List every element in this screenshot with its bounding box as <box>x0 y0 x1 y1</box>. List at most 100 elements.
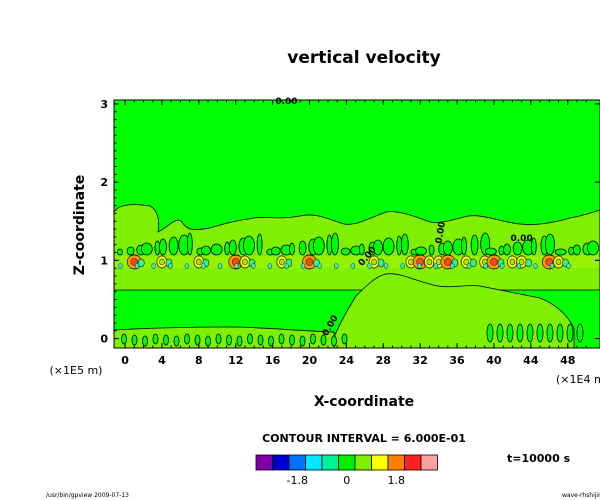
plume-finger <box>168 236 179 256</box>
downdraft-core <box>472 260 475 265</box>
small-downdraft <box>134 263 140 269</box>
bottom-droplet <box>205 335 211 347</box>
small-downdraft <box>300 263 306 269</box>
small-downdraft <box>284 263 289 269</box>
small-downdraft <box>251 263 256 269</box>
chart-title: vertical velocity <box>287 48 440 68</box>
updraft-core <box>518 258 525 266</box>
x-unit-label: (×1E4 m) <box>556 373 600 386</box>
bottom-droplet <box>163 334 169 346</box>
bottom-droplet <box>566 323 574 343</box>
colorbar-swatch <box>288 454 306 471</box>
small-downdraft <box>151 263 156 269</box>
bottom-droplet <box>173 335 180 347</box>
colorbar-swatch <box>371 454 389 471</box>
colorbar-swatch <box>255 454 273 471</box>
bottom-droplet <box>516 323 524 343</box>
small-downdraft <box>334 263 339 269</box>
small-downdraft <box>217 263 223 269</box>
plume-finger <box>256 233 263 256</box>
y-axis-label: Z-coordinate <box>72 175 88 276</box>
bottom-droplet <box>278 333 285 345</box>
bottom-droplet <box>152 333 159 345</box>
downdraft-core <box>287 260 291 265</box>
plume-finger <box>228 239 237 256</box>
bottom-droplet <box>546 323 554 343</box>
plume-finger <box>270 246 281 256</box>
small-downdraft <box>483 263 488 269</box>
downdraft-core <box>204 260 208 265</box>
bottom-droplet <box>526 323 534 343</box>
bottom-droplet <box>184 333 190 345</box>
updraft-core <box>555 258 562 266</box>
bottom-droplet <box>257 334 264 346</box>
colorbar-swatch <box>354 454 372 471</box>
bottom-droplet <box>142 335 148 347</box>
plume-finger <box>530 237 537 256</box>
colorbar: -1.8 0 1.8 <box>255 454 438 487</box>
bottom-droplet <box>506 323 514 343</box>
small-downdraft <box>499 263 505 269</box>
small-downdraft <box>118 263 123 269</box>
plume-finger <box>484 247 497 256</box>
small-downdraft <box>367 263 372 269</box>
small-downdraft <box>450 263 455 269</box>
bottom-droplet <box>226 334 232 346</box>
bottom-droplet <box>121 333 127 345</box>
plume-finger <box>289 242 295 256</box>
x-tick-label: 0 <box>121 354 129 367</box>
updraft-core <box>444 258 452 266</box>
updraft-core <box>463 258 470 266</box>
updraft-core <box>509 258 516 266</box>
downdraft-core <box>379 260 383 265</box>
colorbar-tick-label: 1.8 <box>388 474 406 487</box>
bottom-droplet <box>320 334 327 346</box>
downdraft-core <box>140 260 143 265</box>
bottom-droplet <box>299 335 306 347</box>
colorbar-tick-label: -1.8 <box>287 474 308 487</box>
updraft-core <box>159 258 165 266</box>
plume-finger <box>210 243 223 256</box>
plume-finger <box>186 232 193 256</box>
x-tick-label: 20 <box>302 354 318 367</box>
plume-finger <box>554 248 567 256</box>
colorbar-swatch <box>321 454 339 471</box>
footer-left: /usr/bin/gpview 2009-07-13 <box>46 492 129 499</box>
small-downdraft <box>267 263 273 269</box>
plume-finger <box>572 244 581 256</box>
plume-finger <box>461 236 467 256</box>
bottom-droplet <box>536 323 544 343</box>
plume-finger <box>140 242 153 256</box>
small-downdraft <box>516 263 522 269</box>
contour-label: 0.00 <box>275 97 297 107</box>
updraft-core <box>490 258 498 266</box>
bottom-droplet <box>576 323 584 343</box>
plume-finger <box>201 245 211 256</box>
small-downdraft <box>234 263 239 269</box>
small-downdraft <box>416 263 422 269</box>
small-downdraft <box>433 263 439 269</box>
x-tick-label: 28 <box>376 354 391 367</box>
bottom-droplet <box>556 323 564 343</box>
plot-frame <box>113 99 600 349</box>
plume-finger <box>512 241 523 256</box>
small-downdraft <box>168 263 173 269</box>
x-tick-label: 8 <box>195 354 203 367</box>
updraft-core <box>196 258 202 266</box>
small-downdraft <box>184 263 190 269</box>
contour-interval-text: CONTOUR INTERVAL = 6.000E-01 <box>262 432 466 445</box>
x-tick-label: 40 <box>486 354 502 367</box>
bottom-droplet <box>289 334 295 346</box>
updraft-core <box>242 258 248 266</box>
contour-label: 0.00 <box>434 221 448 245</box>
colorbar-swatch <box>387 454 405 471</box>
updraft-core <box>279 258 285 266</box>
updraft-core <box>371 258 377 266</box>
bottom-strip <box>114 326 335 348</box>
plume-finger <box>159 238 167 256</box>
plume-finger <box>312 236 325 256</box>
plume-finger <box>498 245 505 256</box>
plume-finger <box>358 243 365 256</box>
contour-field <box>114 100 600 348</box>
